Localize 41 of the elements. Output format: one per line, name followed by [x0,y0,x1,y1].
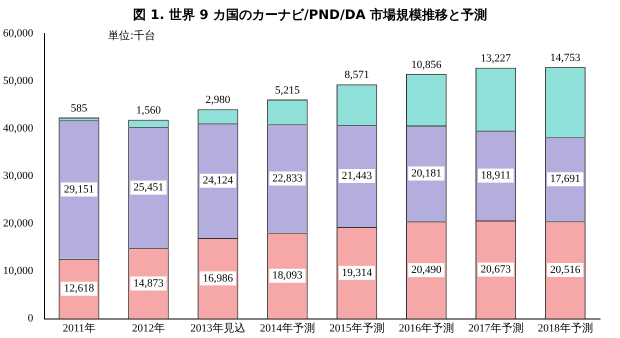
data-label: 18,911 [480,169,511,182]
data-label: 1,560 [136,104,162,117]
data-label: 29,151 [64,183,94,196]
data-label: 8,571 [344,69,370,82]
data-label: 20,181 [411,167,442,180]
data-label: 585 [70,102,88,114]
x-tick-label: 2018年予測 [538,322,593,334]
data-label: 10,856 [411,58,442,71]
data-label: 14,873 [133,277,164,290]
y-tick-label: 20,000 [3,218,34,230]
x-tick-label: 2013年見込 [190,321,246,334]
data-label: 17,691 [550,173,580,186]
data-label: 13,227 [480,52,512,65]
x-tick-label: 2014年予測 [260,322,315,334]
data-label: 16,986 [202,272,234,284]
data-label: 18,093 [272,270,304,282]
y-tick-label: 10,000 [3,265,34,278]
y-tick-label: 60,000 [3,27,34,40]
data-label: 25,451 [133,182,164,194]
data-label: 21,443 [342,170,372,182]
data-label: 24,124 [202,174,234,187]
data-label: 20,516 [550,264,581,276]
chart-title: 図 1. 世界 9 カ国のカーナビ/PND/DA 市場規模推移と予測 [132,6,488,24]
data-label: 20,673 [480,264,512,276]
y-tick-label: 50,000 [3,75,34,88]
y-tick-label: 30,000 [3,170,34,182]
data-label: 5,215 [275,84,300,96]
data-label: 14,753 [550,52,581,64]
data-label: 12,618 [64,282,95,295]
data-label: 19,314 [342,266,372,279]
x-tick-label: 2011年 [62,322,96,334]
y-tick-label: 0 [28,312,34,325]
annotation: 単位:千台 [108,28,156,43]
x-tick-label: 2016年予測 [398,322,454,334]
data-label: 2,980 [206,94,231,106]
x-tick-label: 2012年 [132,322,165,334]
y-tick-label: 40,000 [3,122,34,135]
data-label: 22,833 [272,172,304,184]
x-tick-label: 2015年予測 [329,322,384,334]
x-tick-label: 2017年予測 [468,322,524,334]
data-label: 20,490 [411,264,442,276]
